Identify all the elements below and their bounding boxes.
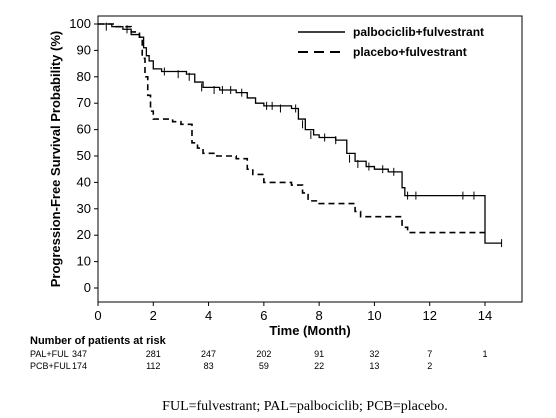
x-tick-label: 6 xyxy=(260,308,267,323)
risk-cell: 1 xyxy=(482,349,487,359)
y-tick-label: 30 xyxy=(77,201,91,216)
risk-row-label: PAL+FUL xyxy=(30,349,69,359)
x-tick-label: 12 xyxy=(422,308,436,323)
risk-cell: 83 xyxy=(204,361,214,371)
y-tick-label: 0 xyxy=(84,280,91,295)
risk-cell: 174 xyxy=(72,361,87,371)
y-tick-label: 20 xyxy=(77,227,91,242)
risk-cell: 202 xyxy=(256,349,271,359)
y-tick-label: 10 xyxy=(77,254,91,269)
axes-layer: 0 10 20 30 40 50 60 70 80 90 100 0 2 4 6 8 10 12 14 Time (M… xyxy=(48,15,523,338)
x-axis-label: Time (Month) xyxy=(269,323,350,338)
risk-table: Number of patients at risk PAL+FUL 347 281 2… xyxy=(30,335,488,371)
risk-cell: 112 xyxy=(146,361,160,371)
risk-cell: 281 xyxy=(146,349,161,359)
plot-frame xyxy=(97,15,523,303)
x-tick-label: 2 xyxy=(150,308,157,323)
caption: FUL=fulvestrant; PAL=palbociclib; PCB=pl… xyxy=(162,399,448,414)
risk-cell: 13 xyxy=(369,361,379,371)
risk-cell: 247 xyxy=(201,349,216,359)
y-tick-label: 100 xyxy=(69,16,91,31)
x-tick-label: 10 xyxy=(367,308,381,323)
y-tick-label: 90 xyxy=(77,42,91,57)
legend-label-1: placebo+fulvestrant xyxy=(353,45,467,59)
risk-cell: 59 xyxy=(259,361,269,371)
legend-label-0: palbociclib+fulvestrant xyxy=(353,25,484,39)
y-axis-label: Progression-Free Survival Probability (%… xyxy=(48,31,63,287)
risk-cell: 2 xyxy=(427,361,432,371)
y-tick-label: 40 xyxy=(77,174,91,189)
y-tick-label: 70 xyxy=(77,95,91,110)
risk-cell: 7 xyxy=(427,349,432,359)
risk-cell: 22 xyxy=(314,361,324,371)
x-tick-label: 0 xyxy=(94,308,101,323)
y-tick-label: 50 xyxy=(77,148,91,163)
x-tick-label: 14 xyxy=(478,308,492,323)
y-tick-label: 60 xyxy=(77,122,91,137)
x-tick-label: 8 xyxy=(316,308,323,323)
series-layer xyxy=(98,22,503,248)
risk-cell: 91 xyxy=(314,349,324,359)
y-tick-label: 80 xyxy=(77,69,91,84)
series-line-1 xyxy=(98,23,485,234)
risk-table-title: Number of patients at risk xyxy=(30,335,167,347)
legend: palbociclib+fulvestrant placebo+fulvestra… xyxy=(298,25,484,59)
risk-cell: 32 xyxy=(369,349,379,359)
risk-cell: 347 xyxy=(72,349,87,359)
risk-row-label: PCB+FUL xyxy=(30,361,71,371)
x-tick-label: 4 xyxy=(205,308,212,323)
series-line-0 xyxy=(98,23,502,244)
